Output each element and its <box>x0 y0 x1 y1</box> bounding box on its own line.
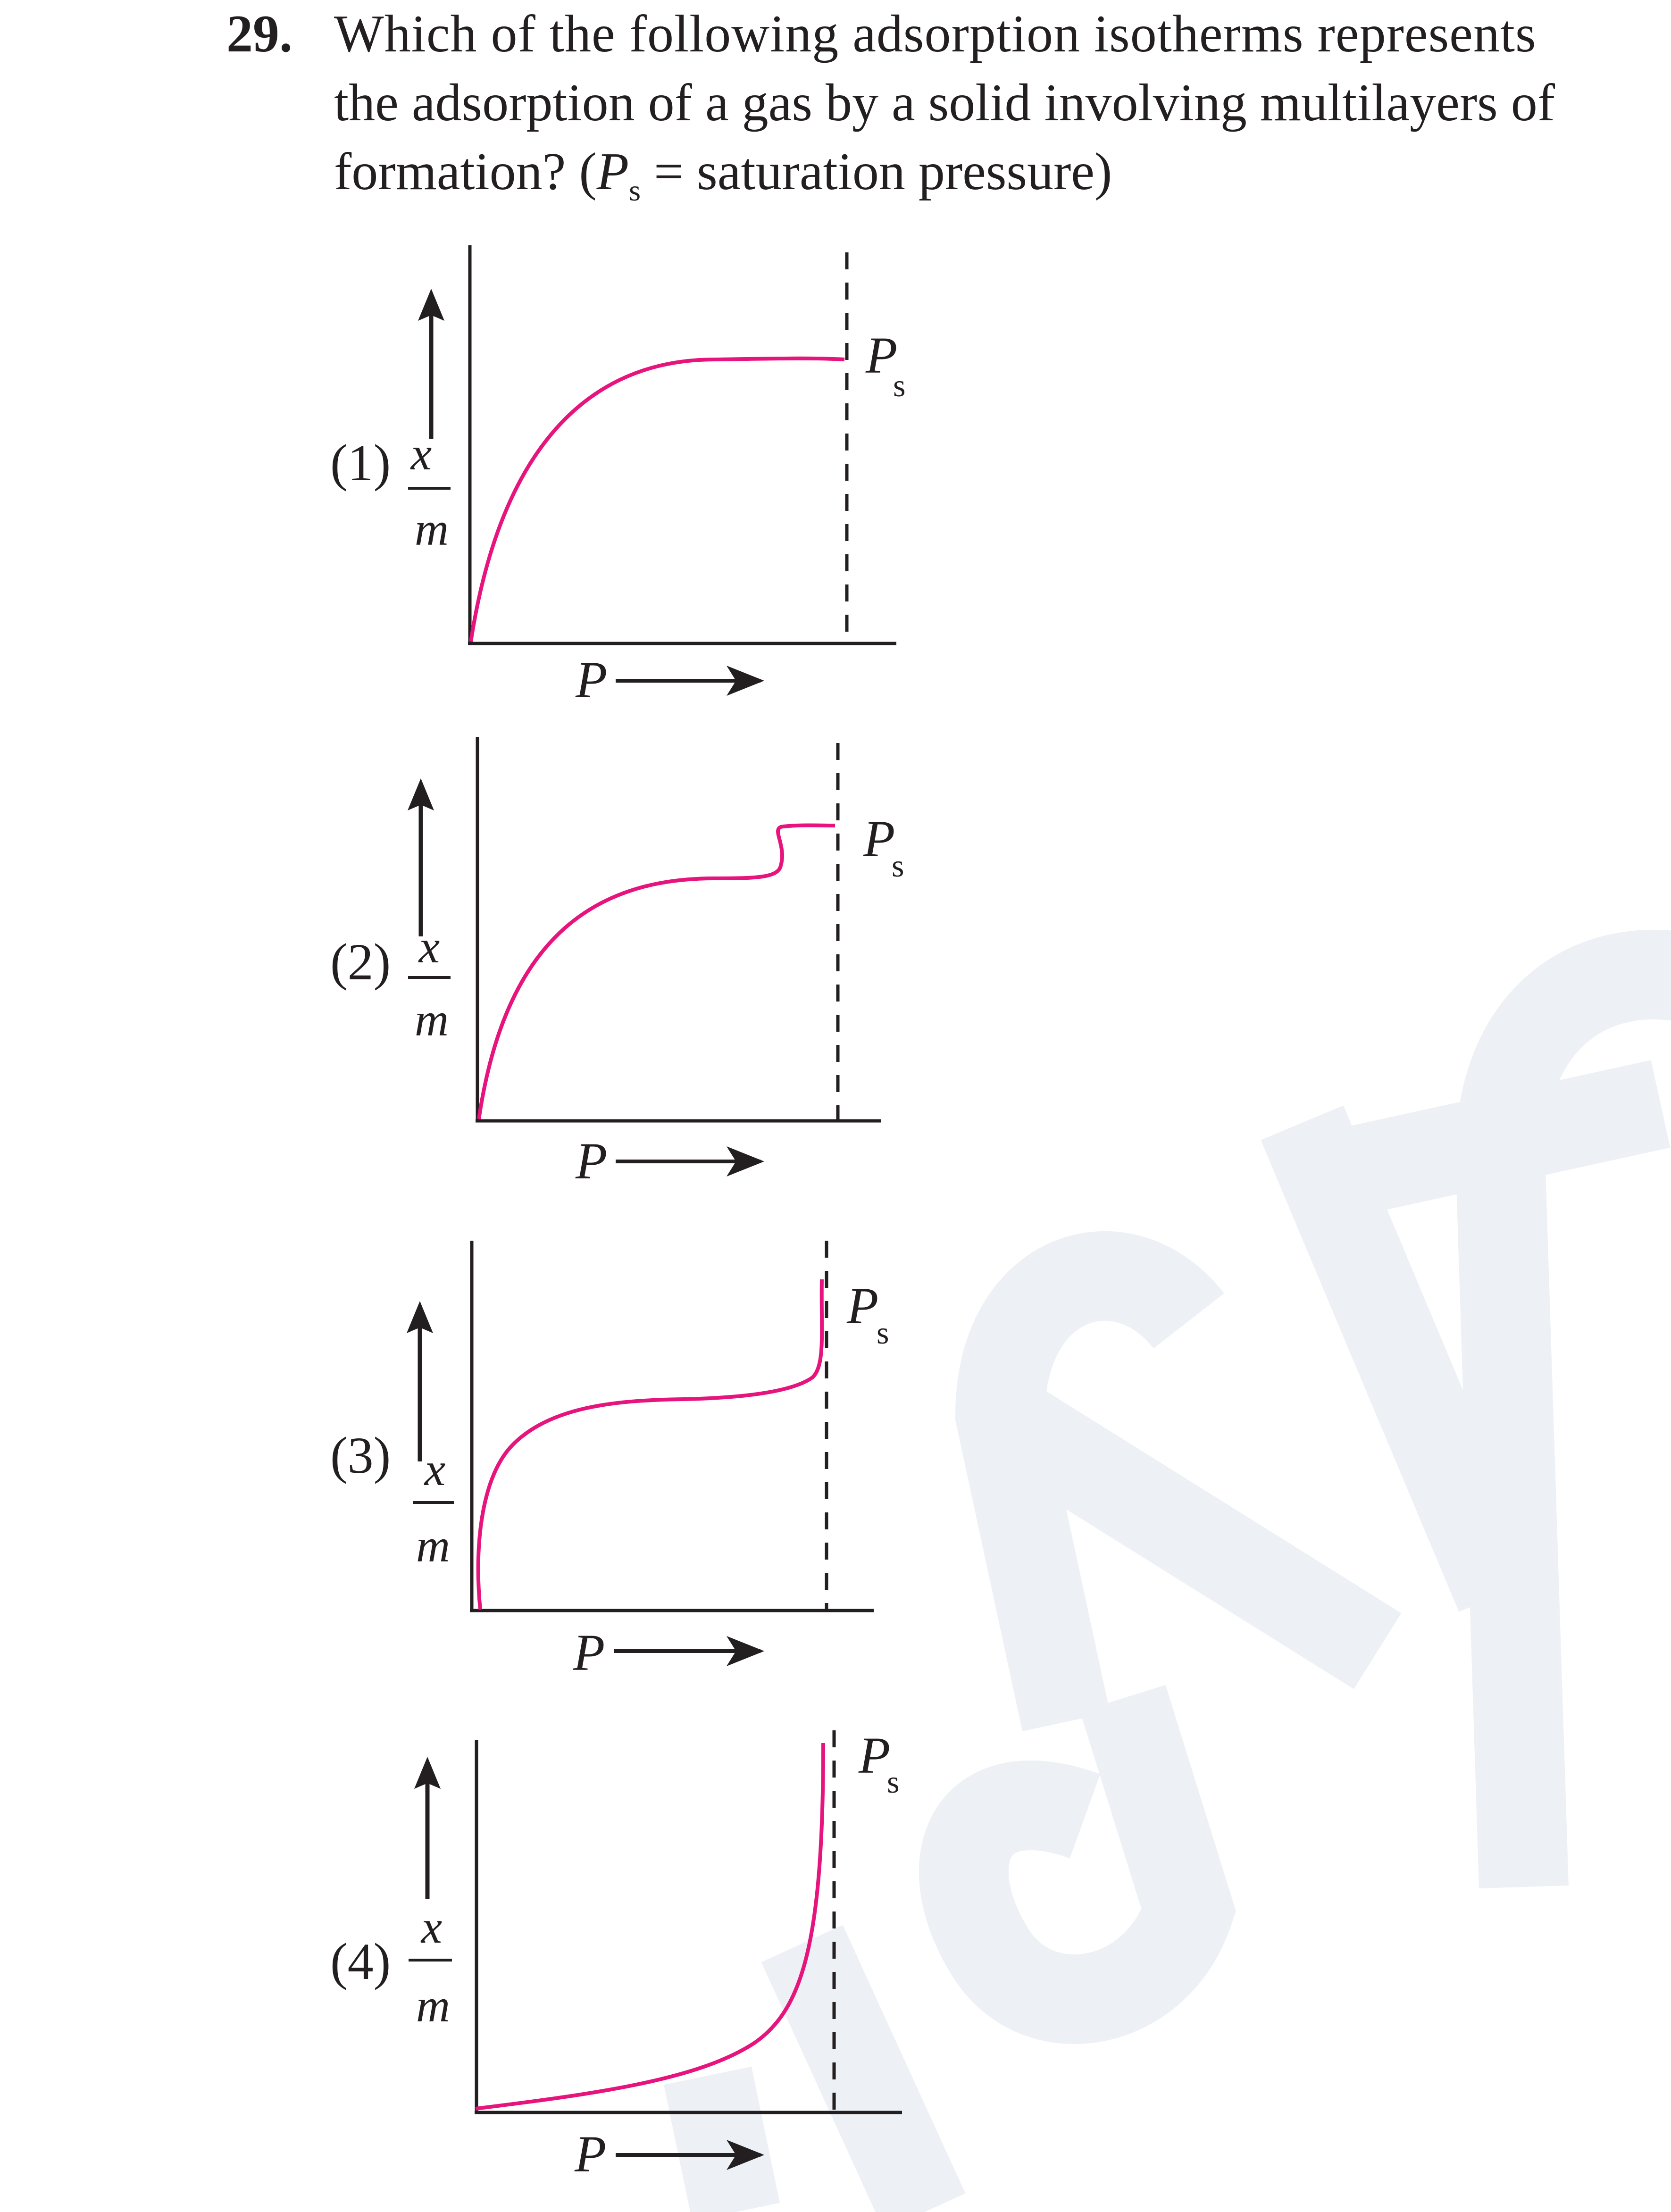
option-3-x-label: P <box>573 1624 605 1681</box>
question-text-line-1: Which of the following adsorption isothe… <box>334 5 1537 63</box>
option-1-y-numerator: x <box>410 427 432 480</box>
option-3-y-denominator: m <box>416 1519 450 1572</box>
option-3-ps-label: P <box>846 1277 878 1335</box>
option-2-y-denominator: m <box>415 993 449 1046</box>
watermark-stroke-3 <box>1261 1105 1542 1612</box>
question-number: 29. <box>226 5 292 63</box>
option-3-graph[interactable]: (3) x m P s P <box>330 1241 889 1681</box>
watermark-stroke-2 <box>1349 1060 1671 1214</box>
option-2-ps-subscript: s <box>892 848 904 884</box>
question-text-line-3-prefix: formation? ( <box>334 142 597 201</box>
option-4-ps-label: P <box>858 1727 890 1784</box>
option-4-ps-subscript: s <box>887 1764 899 1800</box>
option-4-graph[interactable]: (4) x m P s P <box>330 1727 902 2183</box>
option-2-ps-label: P <box>863 810 895 868</box>
option-4-y-arrow-icon <box>414 1757 441 1899</box>
option-3-y-arrow-icon <box>407 1301 433 1461</box>
option-1-label: (1) <box>330 434 391 492</box>
option-1-ps-subscript: s <box>893 367 905 403</box>
option-2-curve <box>477 823 836 1119</box>
option-4-y-denominator: m <box>416 1979 450 2032</box>
watermark-stroke-4 <box>955 1231 1224 1732</box>
option-1-x-label: P <box>575 651 607 709</box>
watermark-stroke-6 <box>919 1685 1236 2044</box>
watermark-stroke-5 <box>976 1377 1402 1689</box>
question-text-line-2: the adsorption of a gas by a solid invol… <box>334 74 1555 132</box>
option-1-y-denominator: m <box>415 503 449 555</box>
option-3-curve <box>476 1279 824 1610</box>
option-4-label: (4) <box>330 1933 391 1990</box>
option-4-curve <box>475 1743 825 2111</box>
question-line-3: formation? (Ps = saturation pressure) <box>334 138 1112 225</box>
question-line-1: 29. Which of the following adsorption is… <box>226 0 1536 68</box>
watermark-stroke-8 <box>663 2066 780 2212</box>
question-ps-symbol: P <box>596 142 629 201</box>
option-3-label: (3) <box>330 1427 391 1484</box>
option-3-y-numerator: x <box>424 1443 445 1495</box>
question-line-2: the adsorption of a gas by a solid invol… <box>334 69 1555 137</box>
option-1-y-arrow-icon <box>418 289 444 439</box>
option-1-graph[interactable]: (1) x m P s P <box>330 245 905 709</box>
option-2-label: (2) <box>330 933 391 991</box>
watermark-stroke-7 <box>761 1925 966 2212</box>
option-4-x-label: P <box>574 2125 606 2183</box>
option-3-ps-subscript: s <box>877 1315 889 1351</box>
option-2-graph[interactable]: (2) x m P s P <box>330 737 904 1190</box>
option-4-y-numerator: x <box>420 1901 442 1953</box>
option-1-curve <box>469 356 845 642</box>
option-2-y-arrow-icon <box>408 778 434 936</box>
question-text-line-3-suffix: = saturation pressure) <box>641 142 1112 201</box>
question-ps-subscript: s <box>629 174 641 207</box>
option-1-ps-label: P <box>865 326 897 384</box>
option-2-x-label: P <box>575 1132 607 1190</box>
